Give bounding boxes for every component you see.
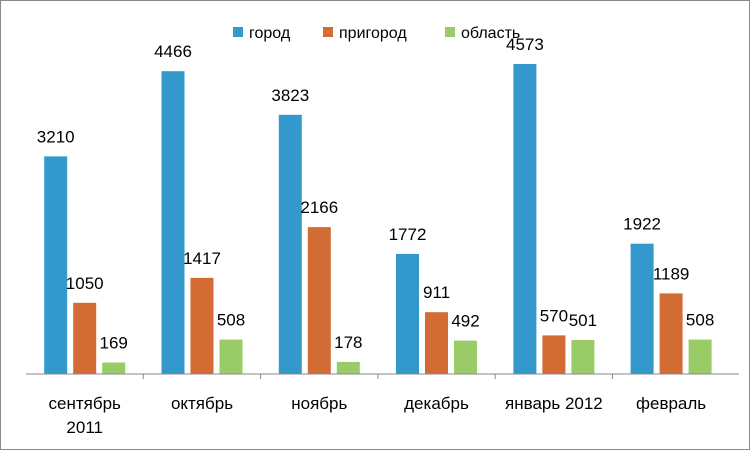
data-label-1-4: 1772 (389, 225, 427, 244)
bar-2-5 (542, 335, 566, 374)
data-label-2-2: 1417 (183, 249, 221, 268)
legend-label-3: область (461, 25, 520, 42)
data-label-1-3: 3823 (271, 86, 309, 105)
data-label-1-5: 4573 (506, 35, 544, 54)
bar-3-4 (454, 340, 477, 374)
data-label-3-5: 501 (569, 311, 597, 330)
x-axis-ticks: сентябрь 2011 октябрь ноябрь декабрь январь 2… (49, 374, 706, 437)
data-label-2-3: 2166 (300, 198, 338, 217)
data-label-3-6: 508 (686, 311, 714, 330)
x-tick-label-5: январь 2012 (505, 394, 603, 413)
bar-3-5 (571, 340, 595, 374)
bar-1-1 (44, 156, 68, 374)
bar-2-1 (73, 302, 97, 374)
x-tick-label-6: февраль (636, 394, 706, 413)
x-tick-label-3: ноябрь (291, 394, 347, 413)
data-label-3-3: 178 (334, 333, 362, 352)
legend-label-2: пригород (339, 25, 407, 42)
data-label-2-5: 570 (540, 306, 568, 325)
data-label-1-1: 3210 (37, 127, 75, 146)
x-tick-label-2: октябрь (171, 394, 233, 413)
x-tick-label-1: сентябрь 2011 (49, 394, 122, 437)
bar-1-2 (161, 71, 185, 374)
data-label-3-4: 492 (451, 312, 479, 331)
legend-label-1: город (249, 25, 291, 42)
data-label-2-1: 1050 (66, 274, 104, 293)
bar-3-2 (219, 339, 243, 374)
bar-2-2 (190, 277, 214, 374)
bar-1-4 (396, 253, 419, 374)
data-label-3-1: 169 (100, 334, 128, 353)
legend: город пригород область (233, 25, 520, 42)
bar-1-6 (630, 243, 654, 374)
bar-2-4 (425, 312, 448, 374)
legend-swatch-3 (445, 27, 455, 37)
data-labels-group: 3210 1050 169 4466 1417 508 3823 2166 178 1772 911… (37, 35, 715, 353)
data-label-2-6: 1189 (653, 264, 690, 283)
bar-2-6 (659, 293, 683, 374)
data-label-3-2: 508 (217, 311, 245, 330)
bar-3-3 (336, 361, 360, 374)
bar-1-5 (513, 64, 537, 374)
data-label-1-2: 4466 (154, 42, 192, 61)
bars-group (44, 64, 712, 375)
legend-swatch-2 (323, 27, 333, 37)
legend-swatch-1 (233, 27, 243, 37)
x-tick-label-4: декабрь (404, 394, 469, 413)
bar-3-1 (102, 362, 126, 374)
bar-3-6 (688, 339, 712, 374)
data-label-1-6: 1922 (623, 215, 661, 234)
bar-2-3 (307, 227, 331, 374)
bar-1-3 (278, 114, 302, 375)
data-label-2-4: 911 (423, 283, 450, 302)
